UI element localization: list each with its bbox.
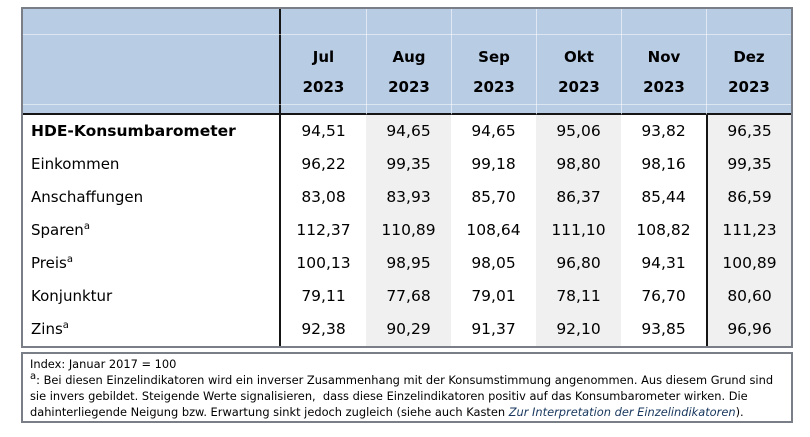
row-label-sparen: Sparena xyxy=(23,214,281,247)
header-gridline xyxy=(23,104,791,105)
footnote: a: Bei diesen Einzelindikatoren wird ein… xyxy=(30,372,784,420)
value-cell: 100,13 xyxy=(281,247,366,280)
row-label-sup: a xyxy=(66,254,73,265)
value-cell: 77,68 xyxy=(366,280,451,313)
value-cell: 95,06 xyxy=(536,115,621,148)
value-cell: 92,38 xyxy=(281,313,366,346)
row-label-hde-konsumbarometer: HDE-Konsumbarometer xyxy=(23,115,281,148)
footnote-sup: a xyxy=(30,371,37,383)
value-cell: 100,89 xyxy=(706,247,791,280)
row-label-text: Einkommen xyxy=(31,155,120,173)
value-cell: 92,10 xyxy=(536,313,621,346)
row-label-sup: a xyxy=(83,221,90,232)
consumer-barometer-table: Jul 2023 Aug 2023 Sep 2023 Okt 2023 Nov 2023 … xyxy=(21,7,793,348)
value-cell: 99,18 xyxy=(451,148,536,181)
value-cell: 98,05 xyxy=(451,247,536,280)
month-label: Sep xyxy=(478,48,510,66)
row-label-text: Sparen xyxy=(31,221,84,239)
value-cell: 96,96 xyxy=(706,313,791,346)
value-cell: 94,65 xyxy=(451,115,536,148)
row-label-text: Preis xyxy=(31,254,67,272)
value-cell: 98,16 xyxy=(621,148,706,181)
value-cell: 94,31 xyxy=(621,247,706,280)
value-cell: 94,51 xyxy=(281,115,366,148)
value-cell: 110,89 xyxy=(366,214,451,247)
value-cell: 108,82 xyxy=(621,214,706,247)
value-cell: 93,85 xyxy=(621,313,706,346)
month-header-dez: Dez 2023 xyxy=(706,9,791,115)
year-label: 2023 xyxy=(388,78,430,96)
row-label-einkommen: Einkommen xyxy=(23,148,281,181)
value-cell: 99,35 xyxy=(366,148,451,181)
value-cell: 83,08 xyxy=(281,181,366,214)
month-label: Nov xyxy=(647,48,681,66)
value-cell: 90,29 xyxy=(366,313,451,346)
index-note: Index: Januar 2017 = 100 xyxy=(30,357,177,371)
value-cell: 79,01 xyxy=(451,280,536,313)
table-grid: Jul 2023 Aug 2023 Sep 2023 Okt 2023 Nov 2023 … xyxy=(23,9,791,346)
value-cell: 93,82 xyxy=(621,115,706,148)
year-label: 2023 xyxy=(558,78,600,96)
value-cell: 111,23 xyxy=(706,214,791,247)
month-header-aug: Aug 2023 xyxy=(366,9,451,115)
value-cell: 78,11 xyxy=(536,280,621,313)
row-label-preis: Preisa xyxy=(23,247,281,280)
row-label-zins: Zinsa xyxy=(23,313,281,346)
row-label-text: HDE-Konsumbarometer xyxy=(31,122,236,140)
footnote-italic-reference: Zur Interpretation der Einzelindikatoren xyxy=(508,405,736,419)
value-cell: 85,44 xyxy=(621,181,706,214)
month-label: Dez xyxy=(733,48,765,66)
month-header-okt: Okt 2023 xyxy=(536,9,621,115)
value-cell: 108,64 xyxy=(451,214,536,247)
header-corner-cell xyxy=(23,9,281,115)
footnote-text: : Bei diesen Einzelindikatoren wird ein … xyxy=(30,373,777,419)
row-label-konjunktur: Konjunktur xyxy=(23,280,281,313)
row-label-anschaffungen: Anschaffungen xyxy=(23,181,281,214)
row-label-text: Zins xyxy=(31,320,63,338)
value-cell: 86,37 xyxy=(536,181,621,214)
value-cell: 80,60 xyxy=(706,280,791,313)
footnote-end: ). xyxy=(735,405,744,419)
year-label: 2023 xyxy=(728,78,770,96)
value-cell: 76,70 xyxy=(621,280,706,313)
month-header-jul: Jul 2023 xyxy=(281,9,366,115)
month-label: Jul xyxy=(312,48,335,66)
row-label-text: Anschaffungen xyxy=(31,188,144,206)
value-cell: 85,70 xyxy=(451,181,536,214)
value-cell: 111,10 xyxy=(536,214,621,247)
value-cell: 98,80 xyxy=(536,148,621,181)
value-cell: 96,80 xyxy=(536,247,621,280)
value-cell: 86,59 xyxy=(706,181,791,214)
value-cell: 96,22 xyxy=(281,148,366,181)
month-header-nov: Nov 2023 xyxy=(621,9,706,115)
table-footnote-box: Index: Januar 2017 = 100 a: Bei diesen E… xyxy=(21,352,793,423)
value-cell: 98,95 xyxy=(366,247,451,280)
value-cell: 91,37 xyxy=(451,313,536,346)
row-label-text: Konjunktur xyxy=(31,287,113,305)
value-cell: 83,93 xyxy=(366,181,451,214)
year-label: 2023 xyxy=(643,78,685,96)
value-cell: 99,35 xyxy=(706,148,791,181)
header-gridline xyxy=(23,34,791,35)
year-label: 2023 xyxy=(473,78,515,96)
month-label: Okt xyxy=(564,48,594,66)
value-cell: 79,11 xyxy=(281,280,366,313)
year-label: 2023 xyxy=(302,78,345,96)
value-cell: 96,35 xyxy=(706,115,791,148)
value-cell: 112,37 xyxy=(281,214,366,247)
value-cell: 94,65 xyxy=(366,115,451,148)
row-label-sup: a xyxy=(62,320,69,331)
month-header-sep: Sep 2023 xyxy=(451,9,536,115)
month-label: Aug xyxy=(392,48,426,66)
